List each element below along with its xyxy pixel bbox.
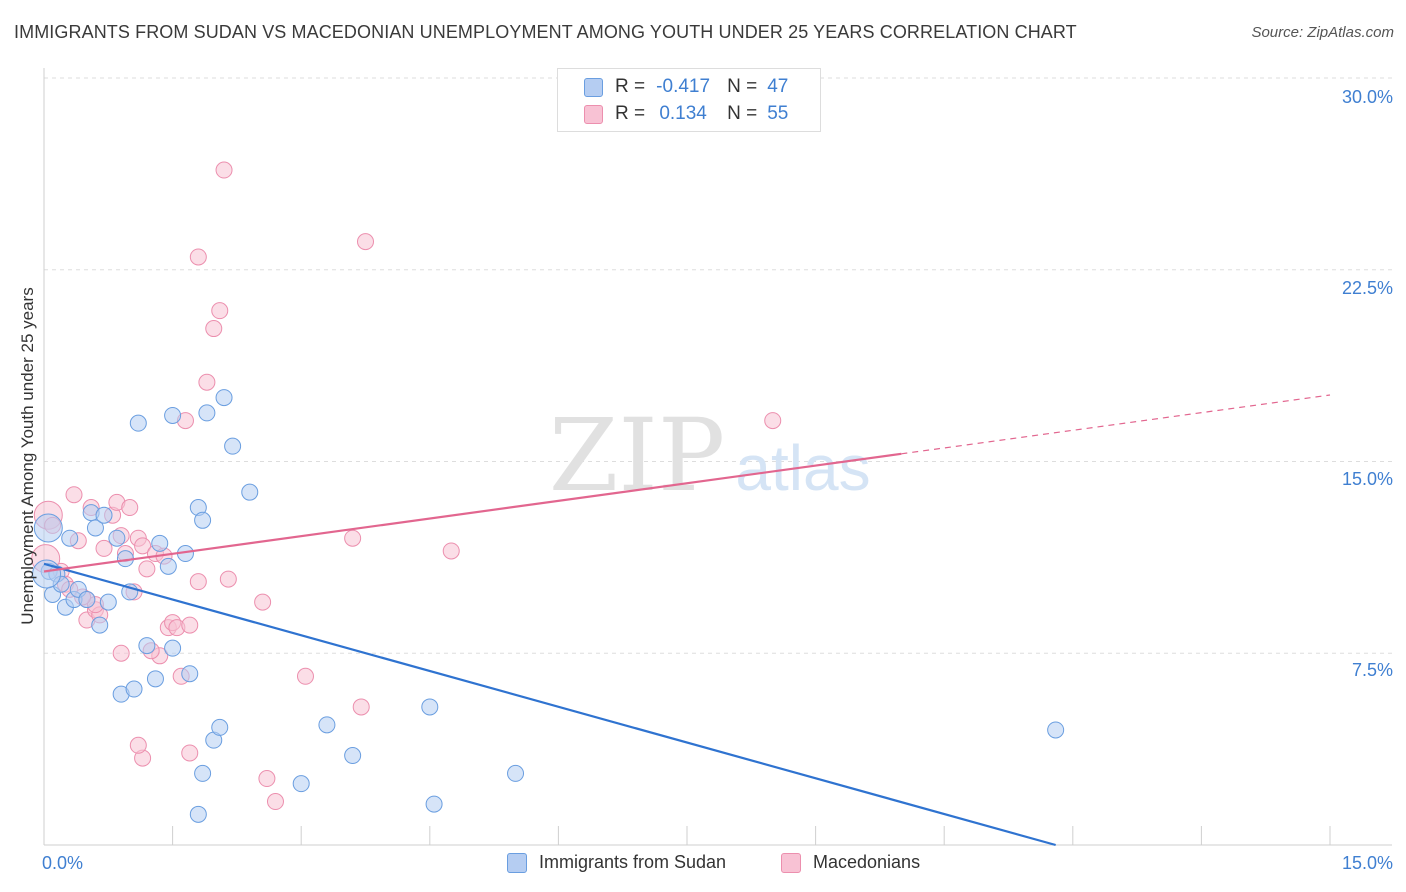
sudan-point	[211, 718, 229, 736]
macedonians-point	[129, 736, 147, 754]
gridlines	[44, 77, 1392, 654]
sudan-point	[425, 795, 443, 813]
sudan-point	[181, 665, 199, 683]
macedonians-trendline	[43, 452, 902, 573]
chart-title: IMMIGRANTS FROM SUDAN VS MACEDONIAN UNEM…	[14, 22, 1077, 42]
y-axis-label: Unemployment Among Youth under 25 years	[18, 287, 37, 625]
macedonians-point	[296, 667, 314, 685]
sudan-point	[292, 775, 310, 793]
macedonians-legend-label: Macedonians	[813, 852, 921, 872]
macedonians-point	[254, 593, 272, 611]
legend-item-macedonians[interactable]: Macedonians	[781, 852, 920, 873]
macedonians-point	[189, 573, 207, 591]
trendlines	[43, 394, 1331, 847]
watermark-zip: ZIP	[549, 397, 725, 514]
macedonians-point	[442, 542, 460, 560]
macedonians-r-value: 0.134	[659, 103, 707, 124]
y-tick-label: 7.5%	[1351, 660, 1393, 680]
source-label: Source: ZipAtlas.com	[1251, 24, 1394, 41]
sudan-point	[61, 529, 79, 547]
sudan-point	[224, 437, 242, 455]
sudan-point	[129, 414, 147, 432]
sudan-point	[159, 557, 177, 575]
y-tick-label: 30.0%	[1341, 87, 1393, 107]
macedonians-point	[764, 412, 782, 430]
sudan-point	[198, 404, 216, 422]
x-tick-label: 0.0%	[42, 853, 84, 873]
sudan-trendline	[43, 562, 1056, 847]
sudan-point	[421, 698, 439, 716]
sudan-points	[32, 389, 1065, 823]
sudan-n-value: 47	[767, 76, 789, 97]
macedonians-point	[138, 560, 156, 578]
sudan-point	[164, 406, 182, 424]
sudan-point	[507, 764, 525, 782]
sudan-point	[194, 511, 212, 529]
sudan-point	[33, 513, 63, 543]
macedonians-swatch	[584, 104, 603, 124]
macedonians-point	[266, 793, 284, 811]
sudan-point	[91, 616, 109, 634]
macedonians-trendline	[901, 394, 1331, 455]
macedonians-point	[181, 744, 199, 762]
sudan-point	[95, 506, 113, 524]
macedonians-point	[134, 537, 152, 555]
macedonians-point	[205, 320, 223, 338]
axes	[43, 68, 1392, 846]
macedonians-point	[198, 373, 216, 391]
sudan-point	[99, 593, 117, 611]
macedonians-n-value: 55	[767, 103, 789, 124]
sudan-point	[318, 716, 336, 734]
y-tick-label: 22.5%	[1341, 278, 1393, 298]
macedonians-legend-swatch	[781, 852, 801, 873]
macedonians-point	[95, 539, 113, 557]
n-label: N =	[727, 103, 758, 124]
sudan-point	[241, 483, 259, 501]
macedonians-point	[121, 499, 139, 517]
sudan-point	[164, 639, 182, 657]
watermark: ZIP atlas	[549, 397, 871, 514]
sudan-point	[86, 519, 104, 537]
r-label: R =	[615, 103, 646, 124]
macedonians-point	[211, 302, 229, 320]
macedonians-point	[352, 698, 370, 716]
sudan-point	[1047, 721, 1065, 739]
macedonians-point	[258, 770, 276, 788]
sudan-point	[138, 637, 156, 655]
sudan-point	[344, 747, 362, 765]
macedonians-point	[219, 570, 237, 588]
macedonians-point	[344, 529, 362, 547]
sudan-point	[108, 529, 126, 547]
macedonians-point	[65, 486, 83, 504]
x-tick-label: 15.0%	[1341, 853, 1393, 873]
r-label: R =	[615, 76, 646, 97]
sudan-point	[146, 670, 164, 688]
sudan-point	[189, 805, 207, 823]
stats-legend: R = -0.417 N = 47 R = 0.134 N = 55	[557, 68, 821, 132]
y-tick-label: 15.0%	[1341, 469, 1393, 489]
sudan-legend-label: Immigrants from Sudan	[539, 852, 727, 872]
sudan-legend-swatch	[507, 852, 527, 873]
macedonians-point	[189, 248, 207, 266]
legend-row-sudan: R = -0.417 N = 47	[584, 74, 788, 100]
sudan-swatch	[584, 77, 603, 97]
n-label: N =	[727, 76, 758, 97]
sudan-point	[215, 389, 233, 407]
sudan-point	[194, 764, 212, 782]
macedonians-point	[215, 161, 233, 179]
legend-item-sudan[interactable]: Immigrants from Sudan	[507, 852, 726, 873]
sudan-point	[78, 591, 96, 609]
macedonians-point	[181, 616, 199, 634]
legend-row-macedonians: R = 0.134 N = 55	[584, 101, 788, 127]
sudan-point	[125, 680, 143, 698]
macedonians-point	[112, 644, 130, 662]
sudan-r-value: -0.417	[656, 76, 711, 97]
macedonians-point	[357, 233, 374, 251]
sudan-point	[151, 534, 169, 552]
